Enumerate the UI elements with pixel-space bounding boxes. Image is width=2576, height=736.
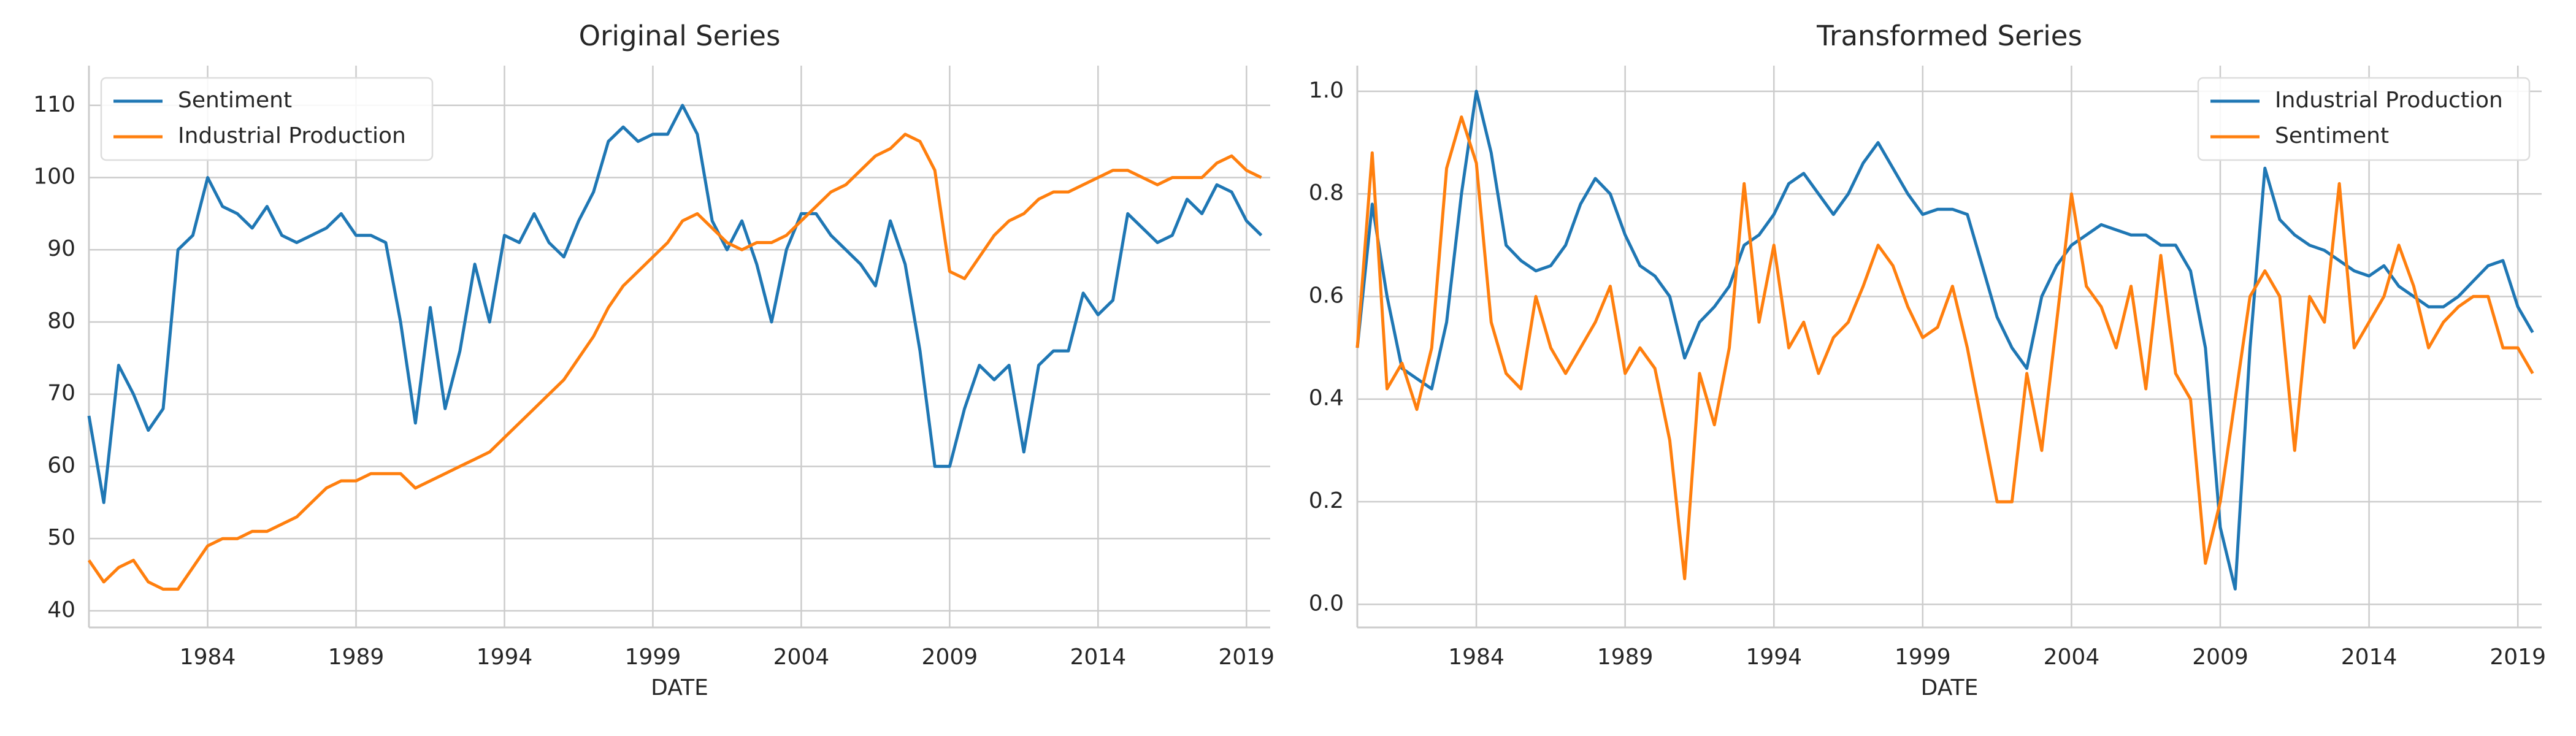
y-tick-label: 0.8	[1309, 180, 1344, 205]
legend: Industrial Production Sentiment	[2197, 77, 2531, 161]
x-tick-label: 2014	[1070, 645, 1127, 670]
x-tick-label: 1994	[477, 645, 533, 670]
y-tick-label: 100	[33, 164, 75, 189]
x-tick-label: 2009	[922, 645, 978, 670]
legend-label: Sentiment	[2275, 123, 2389, 148]
y-tick-label: 0.2	[1309, 488, 1344, 513]
y-tick-label: 50	[47, 525, 75, 550]
y-tick-label: 110	[33, 92, 75, 117]
y-tick-label: 1.0	[1309, 78, 1344, 103]
y-tick-label: 70	[47, 381, 75, 406]
legend-label: Industrial Production	[178, 123, 406, 148]
x-tick-label: 1989	[1597, 645, 1654, 670]
chart-title: Transformed Series	[1816, 20, 2082, 52]
y-tick-label: 0.6	[1309, 283, 1344, 308]
x-tick-label: 1999	[625, 645, 681, 670]
x-tick-label: 2009	[2192, 645, 2248, 670]
y-tick-label: 80	[47, 309, 75, 334]
x-tick-label: 1984	[1448, 645, 1505, 670]
x-tick-label: 2004	[2044, 645, 2100, 670]
series-line	[87, 104, 1263, 504]
x-tick-label: 1989	[328, 645, 385, 670]
x-tick-label: 1999	[1895, 645, 1951, 670]
legend-label: Sentiment	[178, 88, 292, 113]
legend-box	[100, 77, 434, 161]
chart-title: Original Series	[579, 20, 781, 52]
x-tick-label: 1994	[1746, 645, 1802, 670]
series-line	[1355, 90, 2534, 591]
y-tick-label: 90	[47, 236, 75, 261]
y-tick-label: 0.4	[1309, 386, 1344, 411]
x-tick-label: 2004	[773, 645, 830, 670]
y-tick-label: 0.0	[1309, 591, 1344, 616]
y-tick-label: 40	[47, 597, 75, 623]
x-axis-label: DATE	[651, 675, 708, 700]
series-line	[87, 132, 1262, 591]
legend-label: Industrial Production	[2275, 88, 2503, 113]
x-tick-label: 1984	[180, 645, 236, 670]
y-tick-label: 60	[47, 453, 75, 478]
x-tick-label: 2014	[2341, 645, 2398, 670]
x-axis-label: DATE	[1921, 675, 1979, 700]
x-tick-label: 2019	[2490, 645, 2546, 670]
legend: Sentiment Industrial Production	[100, 77, 434, 161]
legend-box	[2197, 77, 2531, 161]
x-tick-label: 2019	[1218, 645, 1275, 670]
series-line	[1355, 115, 2534, 580]
